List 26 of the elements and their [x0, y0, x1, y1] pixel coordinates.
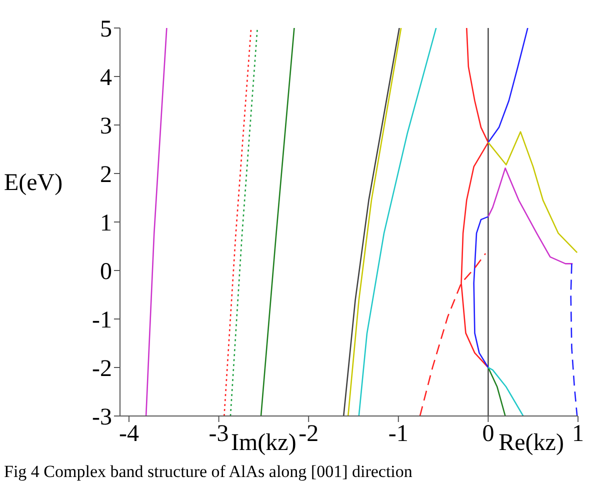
y-tick-label: -1 — [92, 308, 112, 334]
x-tick-label: -4 — [118, 421, 139, 448]
line-series — [358, 28, 437, 416]
x-tick-label: 0 — [482, 421, 494, 448]
y-tick-label: 4 — [100, 65, 112, 92]
y-tick-label: 2 — [100, 162, 112, 188]
x-tick-label: 1 — [572, 421, 584, 448]
y-tick-label: -3 — [92, 404, 112, 431]
x-tick-label: -2 — [298, 421, 319, 448]
y-tick-label: 3 — [100, 114, 112, 140]
y-tick-label: -2 — [92, 356, 112, 382]
x-tick-label: -1 — [388, 421, 408, 448]
y-tick-label: 0 — [100, 259, 112, 286]
line-series — [473, 216, 489, 368]
x-axis-title: Im(kz) — [231, 430, 296, 457]
y-axis-title: E(eV) — [4, 170, 63, 197]
line-series — [488, 168, 574, 264]
x-tick-label: -3 — [208, 421, 229, 448]
text: Fig 4 Complex band structure of AlAs along [001] direction — [4, 462, 412, 482]
line-series — [488, 131, 578, 254]
line-series — [570, 263, 578, 416]
line-series — [488, 28, 528, 144]
line-series — [488, 366, 524, 416]
y-tick-label: 5 — [100, 16, 112, 43]
text: Re(kz) — [498, 430, 564, 457]
y-tick-label: 1 — [100, 210, 112, 237]
